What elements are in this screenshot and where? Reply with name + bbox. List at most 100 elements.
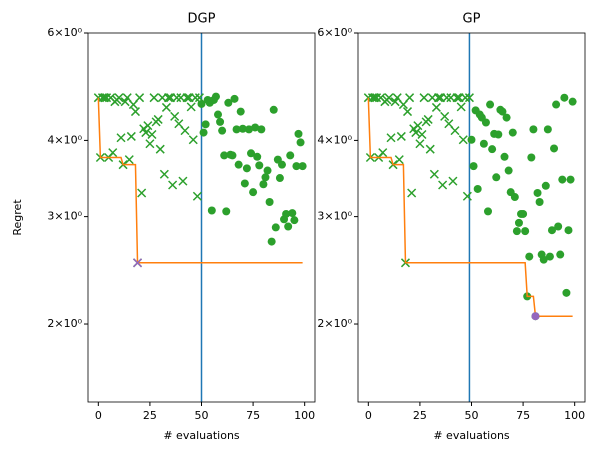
circle-point [510,193,519,202]
best-point [531,312,540,321]
circle-point [298,162,307,171]
circle-point [222,207,231,216]
cross-point [108,148,118,158]
y-tick-label: 2×10⁰ [47,317,82,330]
cross-point [168,180,178,190]
circle-point [550,144,559,153]
cross-point [378,148,388,158]
cross-point [163,93,174,103]
circle-point [211,92,220,101]
circle-point [251,123,260,132]
y-tick-label: 3×10⁰ [47,210,82,223]
circle-point [467,135,476,144]
cross-point [431,102,441,112]
cross-point [452,93,462,103]
circle-point [201,120,210,129]
x-tick-label: 75 [516,409,530,422]
circle-point [249,188,258,197]
cross-point [178,176,188,186]
cross-point [386,133,396,143]
cross-point [137,188,147,198]
cross-point [442,93,452,103]
circle-point [228,151,237,160]
y-tick-label: 4×10⁰ [47,133,82,146]
circle-point [253,152,262,161]
cross-point [186,102,196,112]
circle-point [494,130,503,139]
cross-point [124,155,134,165]
cross-point [402,107,413,117]
x-tick-label: 25 [413,409,427,422]
cross-point [172,93,182,103]
x-tick-label: 100 [294,409,315,422]
cross-point [170,111,180,121]
circle-point [498,107,507,116]
cross-point [448,176,458,186]
circle-point [267,237,276,246]
circle-point [492,173,501,182]
axes-frame [87,32,316,403]
circle-point [247,149,256,158]
circle-point [263,166,272,175]
x-tick-label: 100 [564,409,585,422]
circle-point [296,138,305,147]
x-tick-label: 0 [365,409,372,422]
circle-point [277,160,286,169]
circle-point [502,113,511,122]
circle-point [488,145,497,154]
plot-area [358,33,585,402]
x-tick-label: 50 [195,409,209,422]
cross-point [130,107,140,117]
circle-point [558,175,567,184]
cross-point [394,155,404,165]
circle-point [232,125,241,134]
cross-point [372,93,382,103]
circle-point [236,107,245,116]
cross-point [141,128,151,138]
subplot-title: DGP [188,12,216,27]
x-axis-label: # evaluations [163,429,240,442]
subplot-title: GP [463,12,481,27]
circle-point [560,93,569,102]
cross-point [149,93,159,103]
circle-point [486,100,495,109]
cross-point [411,128,421,138]
circle-point [218,126,227,135]
circle-point [527,153,536,162]
circle-point [541,181,550,190]
circle-point [539,255,548,264]
circle-point [269,105,278,114]
circle-point [284,222,293,231]
circle-point [484,207,493,216]
circle-point [562,288,571,297]
circle-point [514,218,523,227]
cross-point [407,188,417,198]
circle-point [469,162,478,171]
circle-point [473,184,482,193]
circle-point [481,118,490,127]
circle-point [294,129,303,138]
circle-point [504,166,513,175]
cross-point [438,180,448,190]
x-tick-label: 75 [246,409,260,422]
cross-point [161,102,171,112]
cross-point [367,93,377,103]
cross-point [450,126,460,136]
y-tick-label: 3×10⁰ [317,210,352,223]
cross-point [153,114,163,124]
circle-point [244,125,253,134]
cross-point [433,93,444,103]
cross-point [384,93,394,103]
cross-point [147,129,157,140]
circle-point [265,198,274,207]
circle-point [242,164,251,173]
axes-frame [357,32,586,403]
circle-point [255,161,264,170]
circle-point [220,151,229,160]
circle-point [508,128,517,137]
cross-point [462,191,472,201]
circle-point [240,179,249,188]
y-tick-label: 4×10⁰ [317,133,352,146]
cross-point [429,169,439,179]
